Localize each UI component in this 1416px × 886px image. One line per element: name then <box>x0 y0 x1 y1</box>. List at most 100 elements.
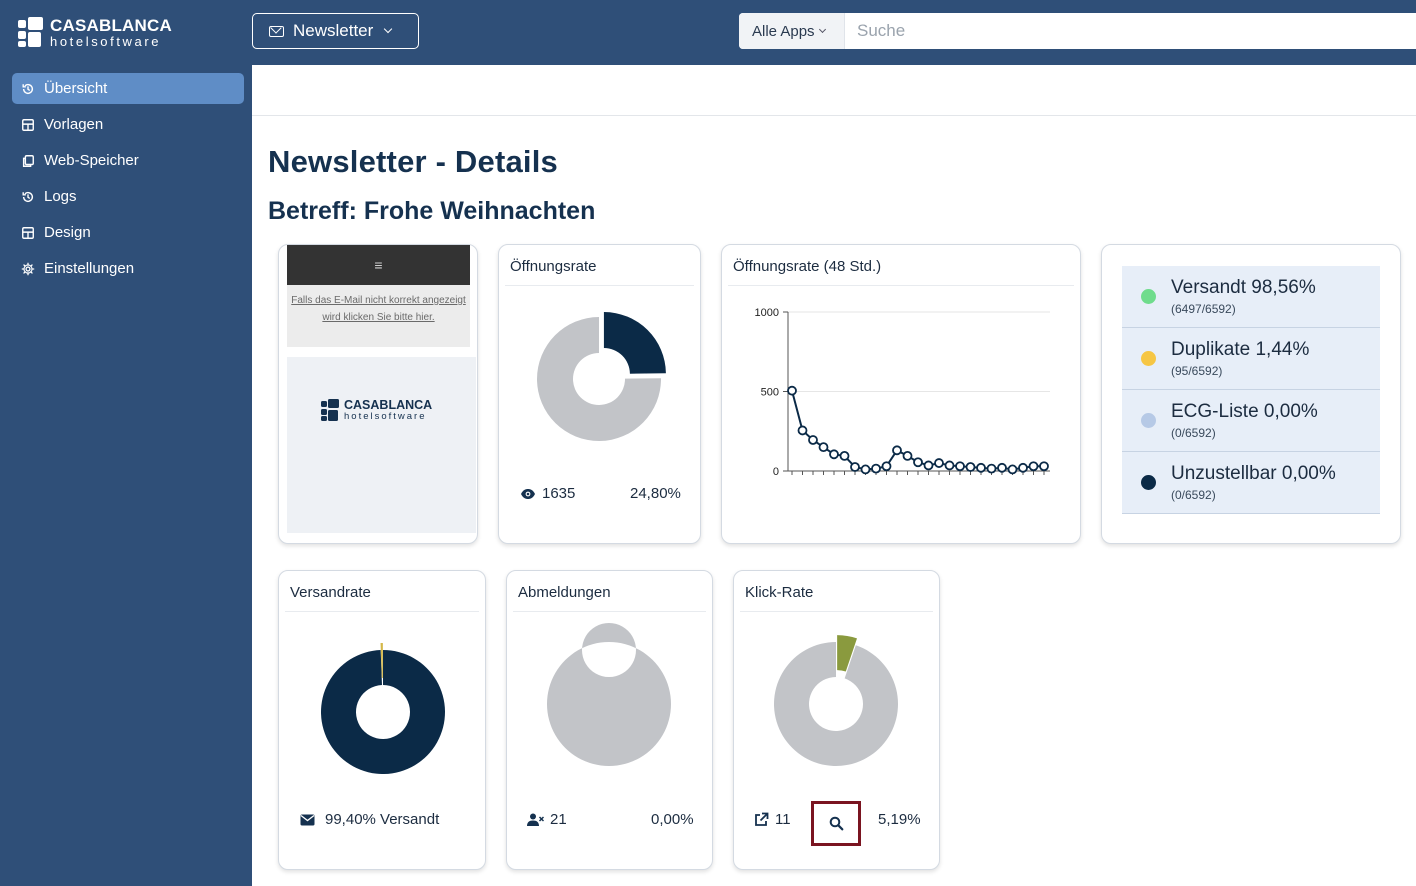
data-point <box>829 449 839 460</box>
preview-view-online-link[interactable]: Falls das E-Mail nicht korrekt angezeigt… <box>287 285 470 347</box>
logo-mark-icon <box>18 17 44 47</box>
unsubscribes-percent: 0,00% <box>651 811 694 828</box>
data-point <box>818 442 829 453</box>
legend-item-versandt: Versandt 98,56% (6497/6592) <box>1122 266 1380 328</box>
open-rate-percent: 24,80% <box>630 485 681 502</box>
user-remove-icon <box>527 813 544 826</box>
eye-icon <box>521 488 535 499</box>
envelope-icon <box>269 25 284 37</box>
status-dot <box>1141 351 1156 366</box>
data-point <box>1018 462 1028 473</box>
data-point <box>986 463 997 474</box>
legend-count: (0/6592) <box>1171 426 1216 440</box>
content-toolbar <box>252 65 1416 116</box>
sidebar-item-label: Logs <box>44 188 77 205</box>
sidebar-item-design[interactable]: Design <box>12 217 244 248</box>
data-point <box>1039 461 1049 472</box>
donut-slice <box>774 642 898 766</box>
sidebar-item-label: Design <box>44 224 91 241</box>
logo-title: CASABLANCA <box>50 15 172 35</box>
sidebar-item-vorlagen[interactable]: Vorlagen <box>12 109 244 140</box>
data-point <box>944 460 955 471</box>
preview-logo-title: CASABLANCA <box>344 398 433 412</box>
legend-item-ecg-liste: ECG-Liste 0,00% (0/6592) <box>1122 390 1380 452</box>
data-point <box>808 435 818 445</box>
sidebar-item-label: Vorlagen <box>44 116 104 133</box>
data-point <box>902 450 913 461</box>
send-rate-label: 99,40% Versandt <box>325 811 440 828</box>
data-point <box>860 464 871 475</box>
history-icon <box>21 82 35 96</box>
open-rate-card: Öffnungsrate 1635 24,80% <box>498 244 701 544</box>
sidebar-item-uebersicht[interactable]: Übersicht <box>12 73 244 104</box>
y-tick-label: 0 <box>773 466 779 478</box>
data-point <box>1007 464 1018 475</box>
data-point <box>955 461 965 472</box>
data-point <box>839 450 850 461</box>
sidebar-item-label: Übersicht <box>44 80 108 97</box>
data-point <box>797 425 808 436</box>
logo-subtitle: hotelsoftware <box>50 33 162 49</box>
chevron-down-icon <box>818 25 826 34</box>
card-title: Versandrate <box>290 584 371 601</box>
legend-label: Duplikate 1,44% <box>1171 339 1310 360</box>
envelope-icon <box>300 814 315 825</box>
preview-logo: CASABLANCA hotelsoftware <box>321 399 432 421</box>
click-count: 11 <box>775 811 791 828</box>
search-scope-dropdown[interactable]: Alle Apps <box>739 13 845 49</box>
layout-icon <box>21 118 35 132</box>
sidebar <box>0 65 252 886</box>
card-title: Öffnungsrate (48 Std.) <box>733 258 882 275</box>
data-point <box>871 463 881 474</box>
legend-label: Versandt 98,56% <box>1171 277 1316 298</box>
app-logo[interactable]: CASABLANCA hotelsoftware <box>18 16 178 48</box>
status-dot <box>1141 289 1156 304</box>
delivery-legend-card: Versandt 98,56% (6497/6592) Duplikate 1,… <box>1101 244 1401 544</box>
data-point <box>850 462 860 472</box>
click-count-stat: 11 <box>754 811 791 828</box>
open-views-count: 1635 <box>542 485 576 502</box>
send-rate-card: Versandrate 99,40% Versandt <box>278 570 486 870</box>
sidebar-item-logs[interactable]: Logs <box>12 181 244 212</box>
click-details-search-button[interactable] <box>811 801 861 846</box>
send-rate-donut-chart <box>320 643 445 774</box>
sidebar-item-einstellungen[interactable]: Einstellungen <box>12 253 244 284</box>
logo-mark-icon <box>321 399 340 421</box>
preview-logo-subtitle: hotelsoftware <box>344 410 427 422</box>
click-rate-percent: 5,19% <box>878 811 921 828</box>
sidebar-item-web-speicher[interactable]: Web-Speicher <box>12 145 244 176</box>
sidebar-item-label: Einstellungen <box>44 260 135 277</box>
chevron-down-icon <box>384 24 393 34</box>
send-rate-stat: 99,40% Versandt <box>300 811 439 828</box>
external-link-icon <box>755 812 769 826</box>
donut-slice <box>320 650 445 774</box>
donut-slice <box>380 643 383 679</box>
y-tick-label: 500 <box>761 387 779 399</box>
newsletter-preview-card[interactable]: ≡ Falls das E-Mail nicht korrekt angezei… <box>278 244 478 544</box>
legend-label: Unzustellbar 0,00% <box>1171 463 1336 484</box>
page-title: Newsletter - Details <box>268 144 558 179</box>
data-point <box>965 462 976 472</box>
data-point <box>997 462 1007 473</box>
open-rate-48h-line-chart: 0 500 1000 <box>755 307 1050 478</box>
legend-count: (6497/6592) <box>1171 302 1236 316</box>
status-dot <box>1141 413 1156 428</box>
data-point <box>787 385 797 396</box>
status-dot <box>1141 475 1156 490</box>
preview-menu-icon: ≡ <box>287 245 470 285</box>
data-point <box>923 460 934 471</box>
data-point <box>934 458 944 468</box>
legend-label: ECG-Liste 0,00% <box>1171 401 1318 422</box>
layout-icon <box>21 226 35 240</box>
unsubscribes-card: Abmeldungen 21 0,00% <box>506 570 713 870</box>
data-point <box>892 445 902 456</box>
open-views-stat: 1635 <box>520 485 575 502</box>
copy-icon <box>21 154 35 168</box>
history-icon <box>21 190 35 204</box>
data-point <box>913 457 923 468</box>
app-selector-label: Newsletter <box>293 21 374 40</box>
sidebar-item-label: Web-Speicher <box>44 152 139 169</box>
open-rate-48h-card: Öffnungsrate (48 Std.) 0 500 1000 <box>721 244 1081 544</box>
search-input[interactable] <box>845 13 1416 49</box>
app-selector-button[interactable]: Newsletter <box>252 13 419 49</box>
